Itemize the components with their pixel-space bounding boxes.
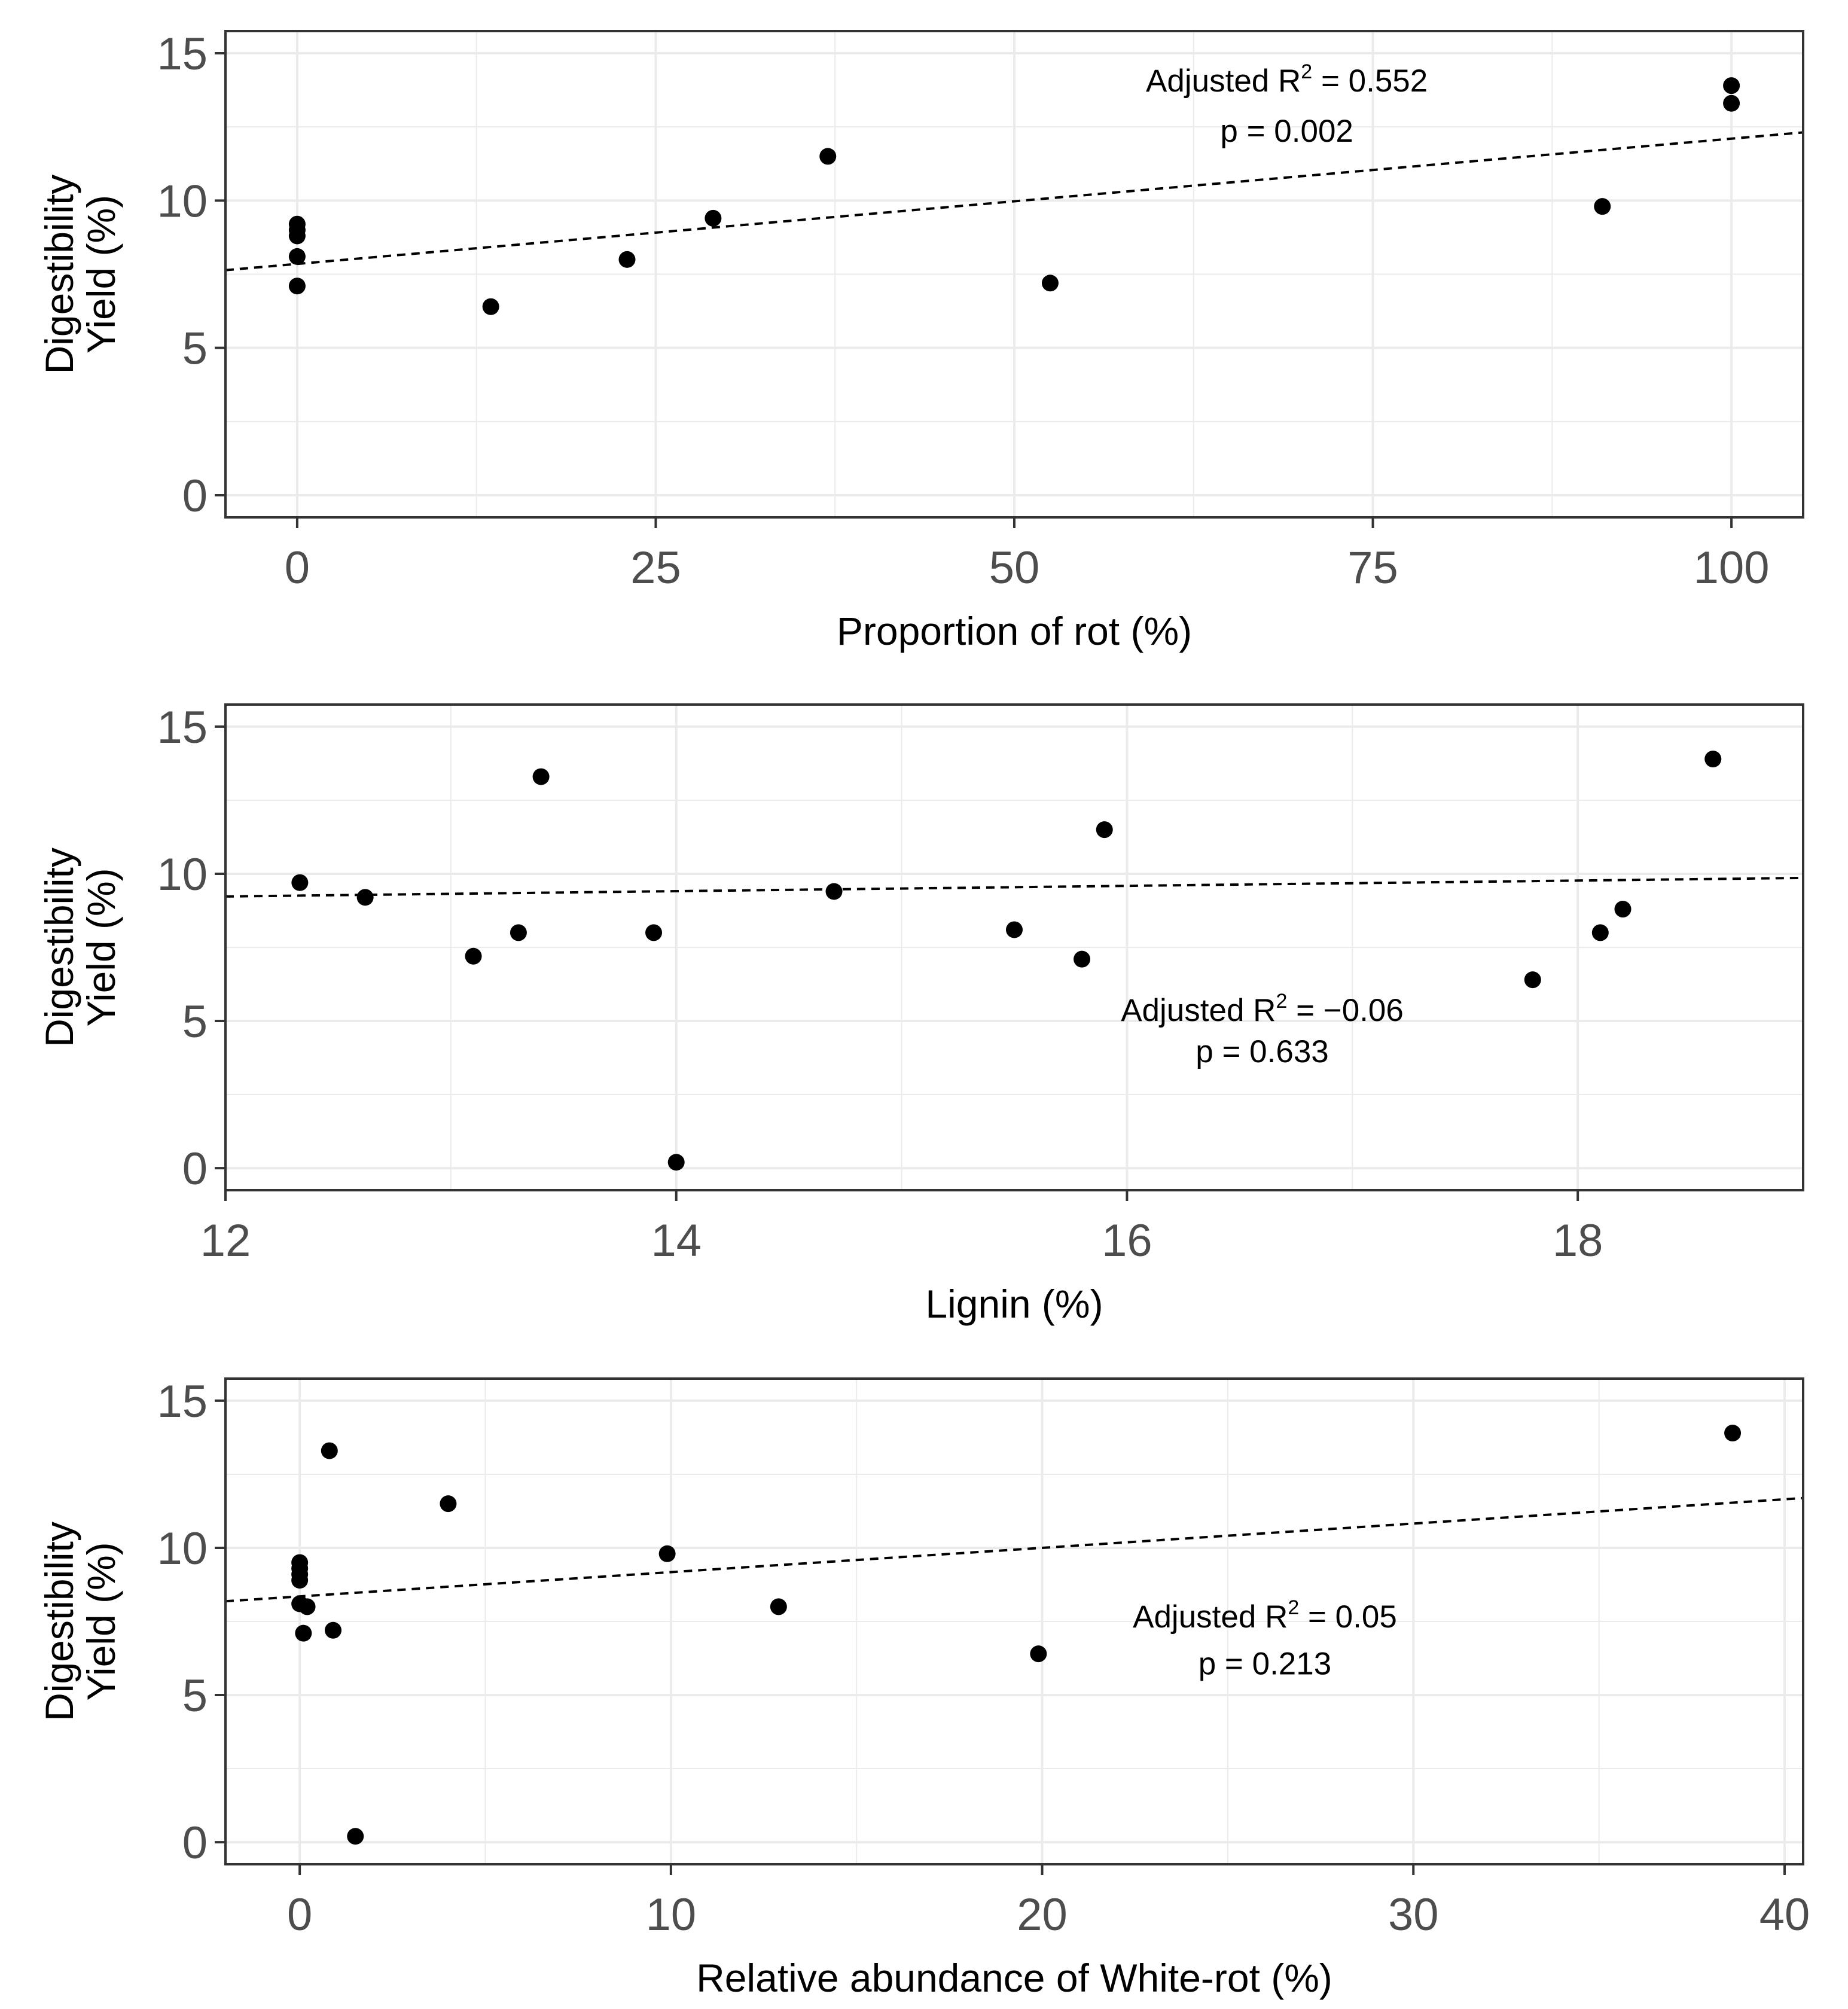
y-tick-label: 5 [182, 996, 208, 1047]
data-point [321, 1442, 338, 1459]
data-point [288, 278, 306, 295]
data-point [482, 298, 499, 315]
data-point [1594, 198, 1611, 215]
grid [225, 1379, 1803, 1864]
data-point [819, 148, 837, 165]
data-point [440, 1495, 457, 1513]
y-tick-label: 15 [157, 702, 208, 753]
x-tick-label: 75 [1347, 542, 1398, 593]
data-point [291, 874, 309, 891]
chart-panel-1: 0 25 50 75 100 0 5 10 15 Proportion of rot (%) Dig… [37, 29, 1804, 653]
x-tick-label: 0 [287, 1889, 312, 1940]
y-tick-label: 0 [182, 1818, 208, 1868]
data-point [1723, 94, 1740, 112]
data-point [1724, 1425, 1742, 1442]
data-point [1074, 950, 1091, 968]
data-point [1030, 1645, 1047, 1663]
y-tick-label: 10 [157, 849, 208, 900]
points [291, 751, 1722, 1171]
x-tick-label: 12 [200, 1215, 251, 1266]
data-point [532, 768, 550, 785]
trendline [225, 876, 1803, 898]
y-axis-title-line-1: Digestibility [37, 848, 81, 1047]
data-point [1041, 275, 1059, 292]
x-tick-label: 16 [1102, 1215, 1152, 1266]
data-point [288, 227, 306, 245]
data-point [1591, 924, 1609, 941]
panel-border [224, 703, 1804, 1191]
data-point [705, 209, 722, 227]
y-tick-label: 0 [182, 471, 208, 522]
y-tick-label: 0 [182, 1144, 208, 1194]
trendline [225, 131, 1803, 272]
x-tick-label: 30 [1388, 1889, 1439, 1940]
chart-panel-3: 0 10 20 30 40 0 5 10 15 Relative abundance of Whi… [37, 1376, 1810, 2000]
x-axis-title: Lignin (%) [925, 1282, 1103, 1326]
data-point [1096, 821, 1113, 839]
annotation-p: p = 0.213 [1199, 1647, 1332, 1682]
annotation-p: p = 0.002 [1220, 114, 1353, 149]
data-point [645, 924, 663, 941]
y-tick-label: 15 [157, 1376, 208, 1427]
panel-border [224, 1377, 1804, 1865]
y-tick-label: 15 [157, 29, 208, 80]
y-axis-title-line-2: Yield (%) [79, 868, 123, 1026]
points [288, 77, 1740, 315]
data-point [825, 883, 843, 900]
x-tick-label: 18 [1553, 1215, 1603, 1266]
data-point [510, 924, 527, 941]
x-axis-title: Proportion of rot (%) [837, 609, 1192, 653]
x-tick-label: 50 [989, 542, 1040, 593]
data-point [1614, 901, 1632, 918]
chart-panel-2: 12 14 16 18 0 5 10 15 Lignin (%) DigestibilityYie… [37, 702, 1804, 1326]
data-point [1524, 971, 1541, 989]
data-point [295, 1624, 312, 1642]
grid [225, 705, 1803, 1190]
y-axis-title-line-2: Yield (%) [79, 195, 123, 353]
data-point [1723, 77, 1740, 94]
data-point [356, 889, 374, 906]
annotation-r2: Adjusted R2 = 0.552 [1146, 60, 1428, 99]
data-point [325, 1621, 342, 1639]
y-axis-title-line-1: Digestibility [37, 175, 81, 374]
x-tick-label: 20 [1017, 1889, 1068, 1940]
y-tick-label: 5 [182, 324, 208, 374]
data-point [1704, 751, 1722, 768]
data-point [770, 1598, 787, 1615]
y-tick-label: 10 [157, 1523, 208, 1574]
annotation-r2: Adjusted R2 = −0.06 [1121, 990, 1404, 1028]
data-point [667, 1154, 685, 1171]
y-tick-label: 10 [157, 176, 208, 227]
x-tick-label: 100 [1694, 542, 1770, 593]
points [291, 1425, 1742, 1845]
y-tick-label: 5 [182, 1670, 208, 1721]
data-point [658, 1545, 676, 1562]
data-point [291, 1572, 309, 1589]
x-tick-label: 40 [1759, 1889, 1810, 1940]
data-point [1006, 921, 1023, 938]
y-axis-title-line-1: Digestibility [37, 1522, 81, 1721]
x-tick-label: 10 [646, 1889, 697, 1940]
data-point [288, 248, 306, 265]
x-tick-label: 25 [630, 542, 681, 593]
data-point [347, 1828, 364, 1845]
x-tick-label: 14 [651, 1215, 702, 1266]
x-tick-label: 0 [285, 542, 310, 593]
annotation-p: p = 0.633 [1196, 1034, 1329, 1069]
data-point [618, 251, 636, 268]
annotation-r2: Adjusted R2 = 0.05 [1133, 1596, 1397, 1635]
data-point [298, 1598, 316, 1615]
y-axis-title-line-2: Yield (%) [79, 1542, 123, 1700]
data-point [465, 947, 482, 965]
trendline [225, 1496, 1803, 1603]
x-axis-title: Relative abundance of White-rot (%) [696, 1956, 1332, 2000]
